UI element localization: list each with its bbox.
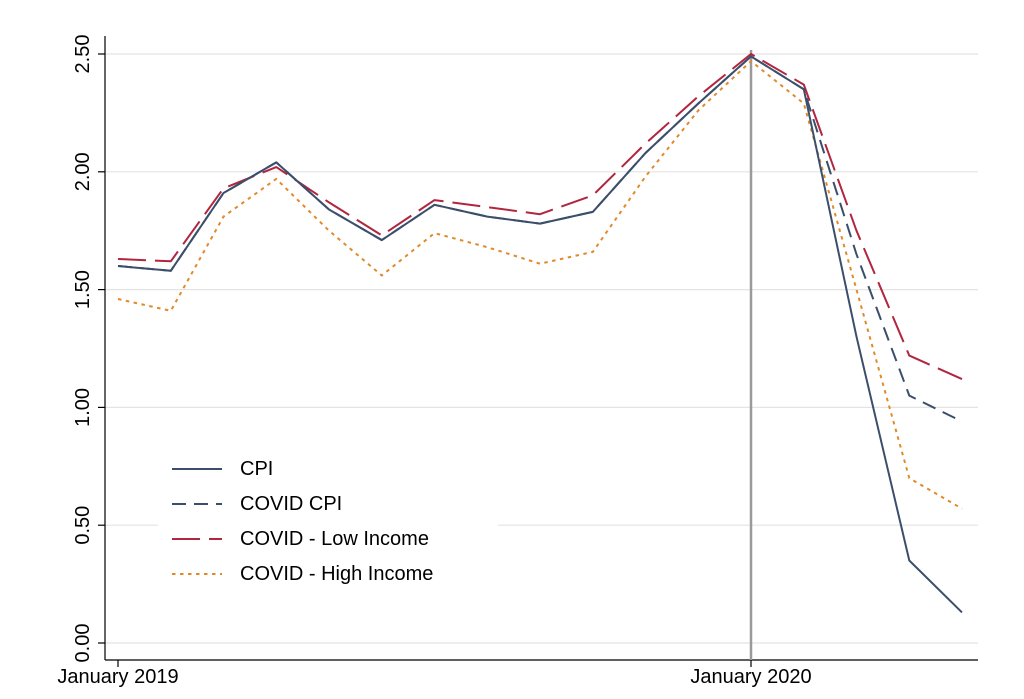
y-tick-label: 1.00 [72,388,94,427]
legend: CPI COVID CPI COVID - Low Income COVID - Hi… [158,452,498,602]
legend-label: COVID - High Income [240,563,433,585]
y-tick-label: 1.50 [72,270,94,309]
legend-label: CPI [240,458,273,480]
y-tick-label: 0.00 [72,624,94,663]
legend-box [158,452,498,602]
x-tick-label: January 2019 [57,666,178,688]
series-lines [117,53,963,614]
y-tick-label: 0.50 [72,506,94,545]
series-line-covid-low-income [117,53,963,381]
y-tick-label: 2.50 [72,35,94,74]
y-tick-label: 2.00 [72,152,94,191]
series-line-cpi [117,55,963,614]
legend-label: COVID CPI [240,493,342,515]
axes: 0.00 0.50 1.00 1.50 2.00 2.50 January 2019 Janu… [57,35,978,688]
legend-label: COVID - Low Income [240,528,429,550]
x-tick-label: January 2020 [690,666,811,688]
